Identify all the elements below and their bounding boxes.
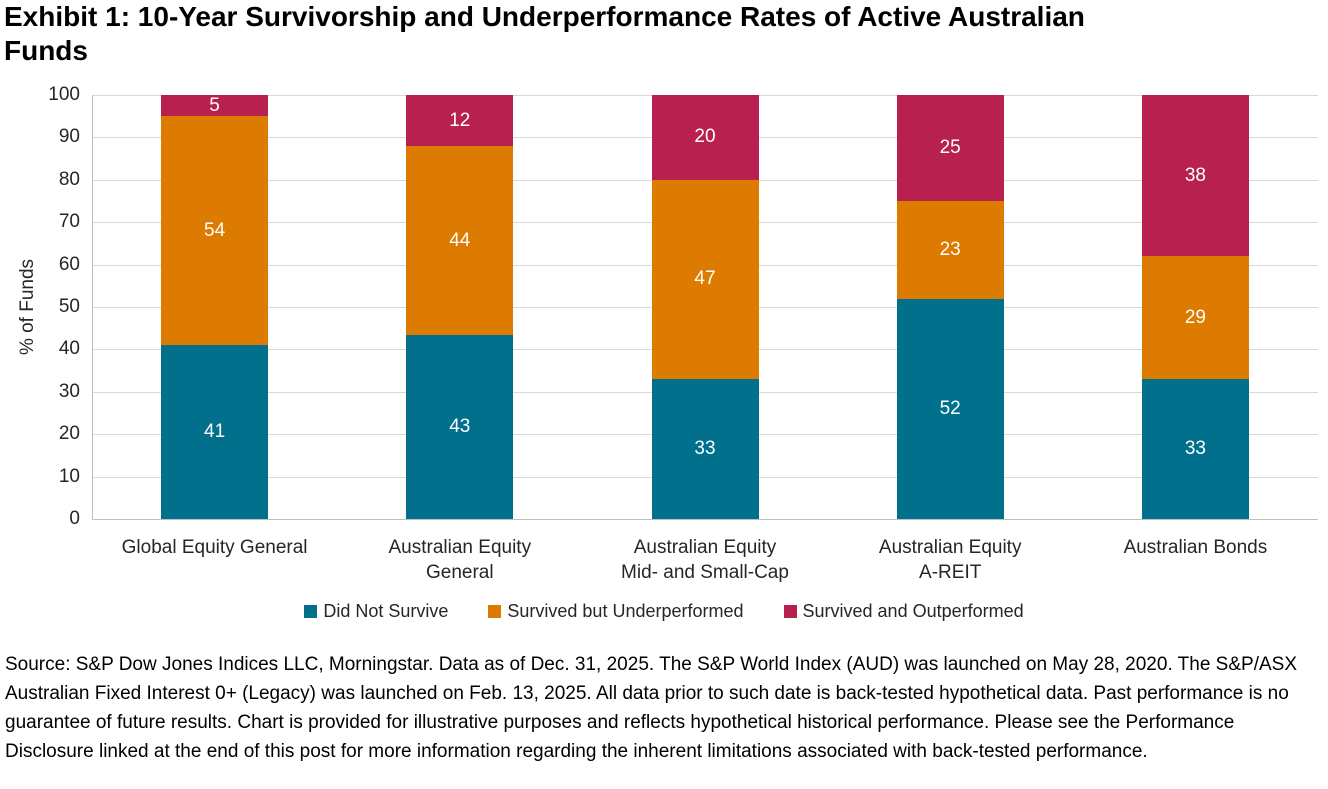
bar-value-label: 25 — [939, 137, 961, 158]
bar-segment — [1141, 95, 1249, 257]
x-axis-category-label: Australian Bonds — [1123, 537, 1268, 558]
y-tick-label: 40 — [58, 338, 80, 360]
y-tick-label: 30 — [58, 380, 80, 402]
bar-segment — [896, 95, 1004, 201]
bar-value-label: 33 — [1184, 438, 1206, 460]
y-tick-label: 10 — [58, 465, 80, 487]
bar-value-label: 12 — [449, 109, 471, 131]
legend-swatch-icon — [304, 605, 318, 618]
y-tick-label: 0 — [69, 508, 80, 529]
x-axis-category-label: Australian Equity A-REIT — [878, 537, 1022, 583]
bar-segment — [1141, 256, 1249, 380]
x-axis-line — [92, 519, 1318, 520]
bar-value-label: 41 — [204, 421, 226, 443]
chart-title-line-1: Exhibit 1: 10-Year Survivorship and Unde… — [4, 1, 1085, 32]
legend-item: Survived but Underperformed — [488, 601, 744, 622]
bar-value-label: 44 — [449, 229, 471, 251]
y-tick-label: 70 — [58, 211, 80, 233]
y-tick-label: 60 — [58, 253, 80, 275]
bar-value-label: 20 — [694, 126, 716, 148]
bar-segment — [896, 201, 1004, 299]
legend-swatch-icon — [783, 605, 797, 618]
chart-title: Exhibit 1: 10-Year Survivorship and Unde… — [4, 0, 1085, 68]
y-tick-label: 80 — [58, 168, 80, 190]
bar-segment — [651, 379, 759, 519]
bar-segment — [651, 179, 759, 380]
bar-segment — [406, 95, 514, 147]
y-tick-label: 100 — [48, 84, 80, 105]
legend-label: Survived and Outperformed — [802, 601, 1024, 621]
bar-value-label: 33 — [694, 438, 716, 460]
bar-segment — [161, 95, 269, 117]
legend-label: Did Not Survive — [323, 601, 449, 621]
bar-value-label: 54 — [204, 219, 226, 241]
legend-label: Survived but Underperformed — [507, 601, 744, 621]
y-tick-label: 90 — [58, 126, 80, 148]
legend-item: Survived and Outperformed — [783, 601, 1024, 622]
bar-value-label: 29 — [1184, 306, 1206, 328]
bar-value-label: 43 — [449, 415, 471, 437]
bar-value-label: 47 — [694, 268, 716, 290]
x-axis-category-label: Australian Equity General — [388, 537, 532, 583]
source-note: Source: S&P Dow Jones Indices LLC, Morni… — [5, 654, 1297, 762]
chart-title-line-2: Funds — [4, 35, 88, 66]
bar-value-label: 5 — [209, 94, 220, 116]
x-axis-category-label: Australian Equity Mid- and Small-Cap — [621, 537, 789, 583]
chart-legend: Did Not Survive Survived but Underperform… — [0, 601, 1328, 622]
bar-segment — [161, 345, 269, 519]
bar-value-label: 38 — [1184, 164, 1206, 186]
y-tick-label: 50 — [58, 296, 80, 317]
bar-segment — [406, 146, 514, 335]
bar-segment — [1141, 379, 1249, 519]
y-axis-title: % of Funds — [17, 258, 38, 356]
bar-segment — [406, 334, 514, 519]
bar-segment — [896, 298, 1004, 519]
legend-swatch-icon — [488, 605, 502, 618]
bar-value-label: 23 — [939, 238, 961, 260]
x-axis-category-label: Global Equity General — [121, 537, 308, 558]
y-tick-label: 20 — [58, 423, 80, 445]
legend-item: Did Not Survive — [304, 601, 448, 622]
bar-segment — [161, 116, 269, 346]
y-axis-line — [92, 95, 93, 519]
bar-value-label: 52 — [939, 397, 961, 419]
bar-segment — [651, 95, 759, 180]
